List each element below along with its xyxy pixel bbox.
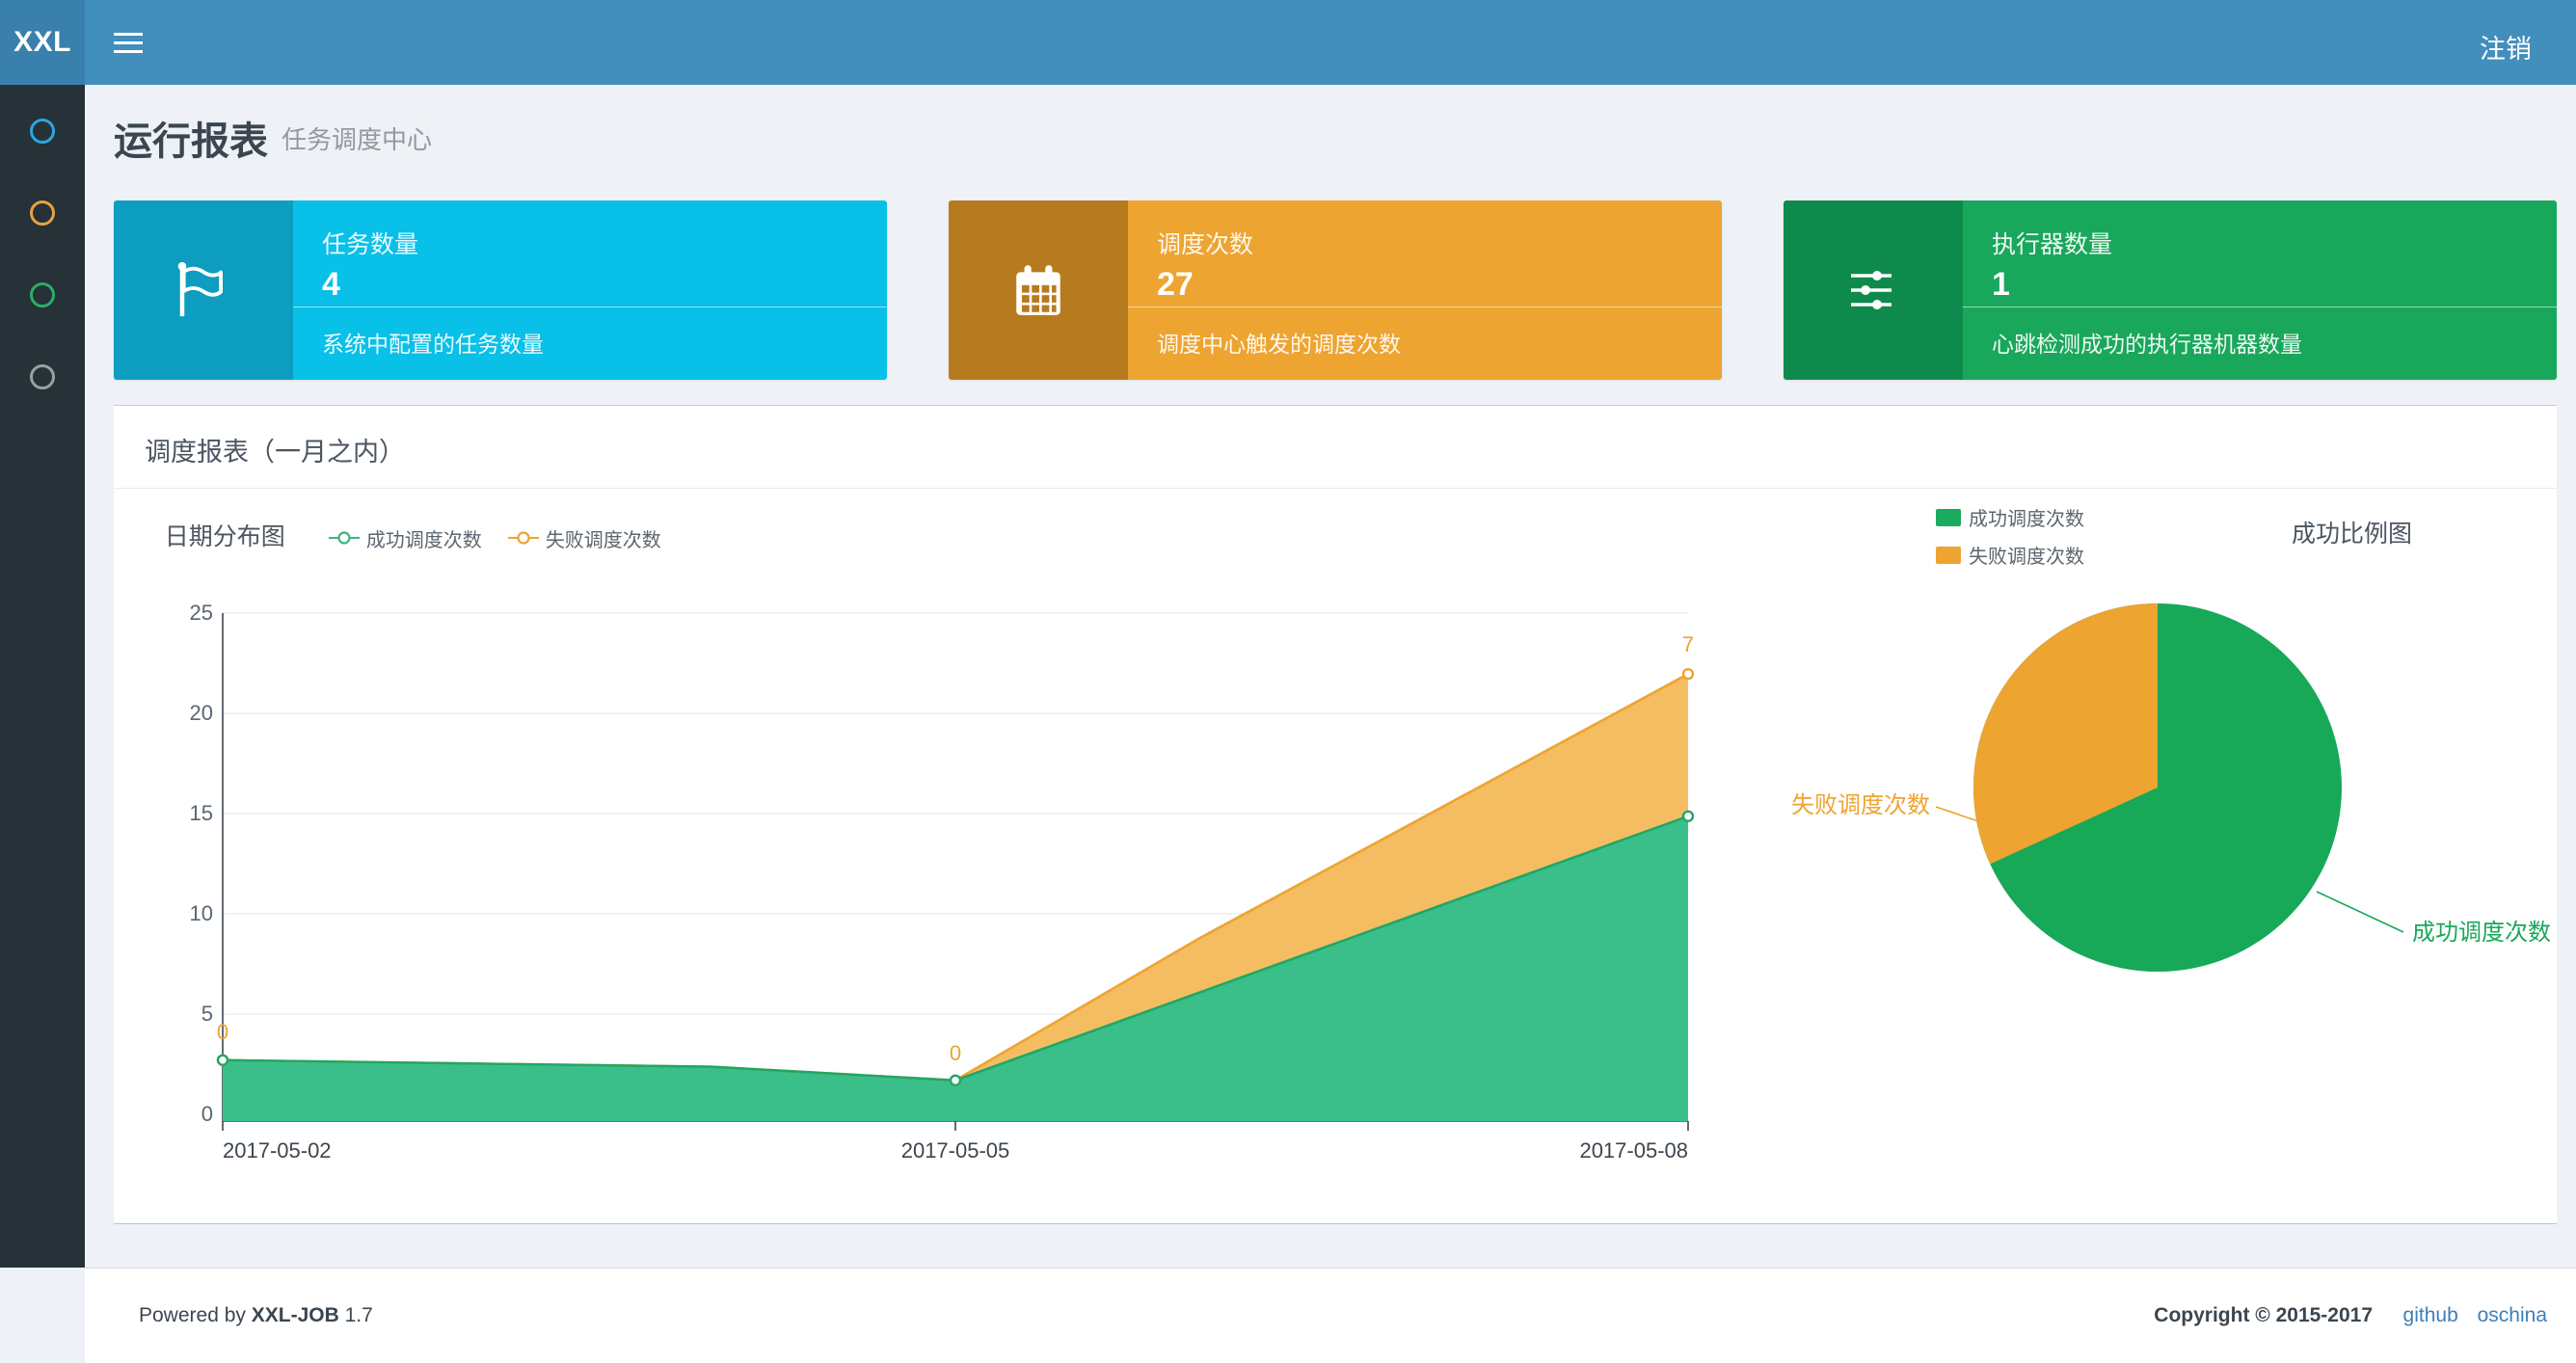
svg-text:20: 20: [189, 701, 212, 725]
svg-text:失败调度次数: 失败调度次数: [1791, 792, 1930, 818]
svg-text:0: 0: [201, 1102, 213, 1126]
svg-text:5: 5: [201, 1002, 213, 1026]
svg-text:0: 0: [217, 1020, 228, 1044]
svg-text:0: 0: [950, 1041, 961, 1065]
svg-text:成功调度次数: 成功调度次数: [2412, 920, 2551, 946]
svg-text:2017-05-08: 2017-05-08: [1579, 1138, 1688, 1163]
svg-text:25: 25: [189, 601, 212, 625]
svg-text:2017-05-02: 2017-05-02: [223, 1138, 332, 1163]
svg-text:2017-05-05: 2017-05-05: [901, 1138, 1010, 1163]
svg-text:15: 15: [189, 801, 212, 825]
svg-text:10: 10: [189, 901, 212, 925]
svg-text:7: 7: [1682, 632, 1694, 656]
